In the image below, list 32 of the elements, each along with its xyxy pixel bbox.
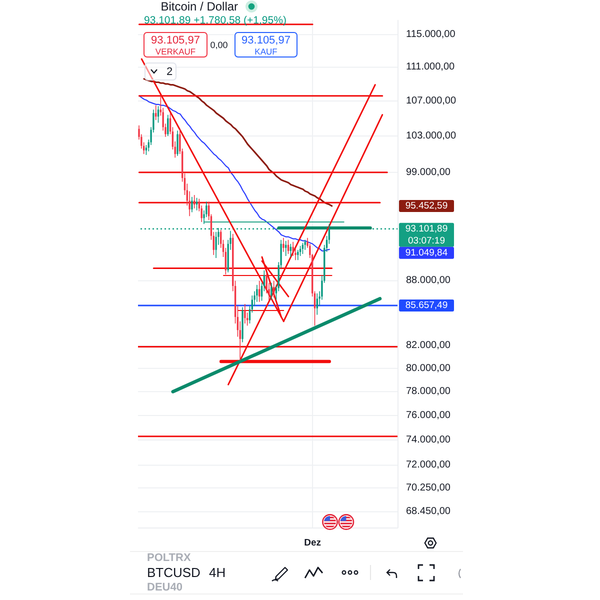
chart-subtitle: 93.101,89 +1.780,58 (+1,95%)	[144, 14, 286, 26]
y-tick-label: 68.450,00	[406, 506, 451, 518]
annotation: 93.105,97	[151, 34, 200, 46]
chart-title: Bitcoin / Dollar	[160, 0, 238, 14]
text: POLTRX	[147, 552, 192, 564]
y-tick-label: 115.000,00	[406, 29, 456, 40]
y-tick-label: 88.000,00	[406, 275, 451, 286]
y-tick-label: 70.250,00	[406, 482, 451, 494]
ref-line-label: 93.101,89	[405, 223, 448, 234]
y-tick-label: 72.000,00	[406, 460, 451, 471]
text: 4H	[209, 565, 226, 580]
y-tick-label: 76.000,00	[406, 410, 451, 422]
y-tick-label: 78.000,00	[406, 386, 451, 398]
text: BTCUSD	[147, 565, 200, 580]
text: 95.452,59	[405, 200, 448, 212]
y-tick-label: 74.000,00	[406, 434, 451, 446]
y-tick-label: 82.000,00	[406, 340, 451, 352]
ref-line-label: 85.657,49	[405, 300, 448, 312]
annotation: 2	[166, 66, 173, 78]
text: 03:07:19	[408, 235, 445, 246]
text: DEU40	[147, 582, 182, 594]
y-tick-label: 107.000,00	[406, 95, 456, 106]
y-tick-label: 99.000,00	[406, 166, 451, 178]
annotation: 93.105,97	[242, 34, 290, 46]
text: 91.049,84	[405, 247, 448, 258]
y-tick-label: 80.000,00	[406, 362, 451, 374]
annotation: VERKAUF	[155, 46, 196, 56]
y-tick-label: 103.000,00	[406, 130, 456, 142]
annotation: KAUF	[254, 46, 278, 56]
annotation: 0,00	[210, 40, 228, 50]
x-tick-label: Dez	[304, 538, 322, 548]
y-tick-label: 111.000,00	[406, 62, 456, 73]
